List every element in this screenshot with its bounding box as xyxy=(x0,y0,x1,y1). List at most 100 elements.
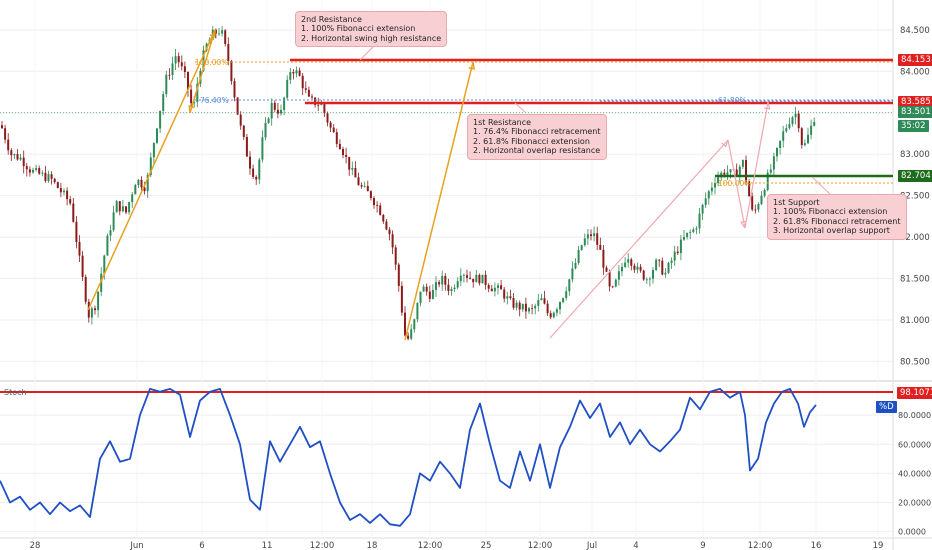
candle-body xyxy=(354,168,357,178)
candle-body xyxy=(224,30,227,44)
time-tick-label: Jul xyxy=(586,541,597,550)
time-tick-label: 4 xyxy=(633,541,638,550)
candle-body xyxy=(159,110,162,129)
candle-body xyxy=(152,142,155,158)
candle-body xyxy=(772,156,775,170)
candle-body xyxy=(146,175,149,192)
annotation-line: 2. Horizontal overlap resistance xyxy=(473,146,601,156)
candle-body xyxy=(683,236,685,240)
candle-body xyxy=(580,245,583,250)
candle-body xyxy=(342,149,344,155)
annotation-line: 3. Horizontal overlap support xyxy=(773,226,890,236)
candle-body xyxy=(605,267,608,272)
candle-body xyxy=(484,274,487,286)
pink-swing-arrow-3 xyxy=(744,101,769,229)
annotation-line: 2. 61.8% Fibonacci retracement xyxy=(773,216,901,226)
candle-body xyxy=(143,187,146,192)
price-tick-label: 81.000 xyxy=(900,316,930,326)
candle-body xyxy=(751,196,754,210)
candle-body xyxy=(524,303,527,312)
candle-body xyxy=(183,66,186,72)
candle-body xyxy=(140,179,143,188)
candle-body xyxy=(559,302,561,310)
candle-body xyxy=(345,154,348,157)
candle-body xyxy=(338,143,341,150)
candle-body xyxy=(289,71,292,80)
candle-body xyxy=(78,242,81,256)
candle-body xyxy=(314,97,317,105)
candle-body xyxy=(636,266,639,270)
candle-body xyxy=(66,190,69,200)
candle-body xyxy=(431,289,434,299)
candle-body xyxy=(7,139,10,151)
candle-body xyxy=(320,104,323,106)
price-tick-label: 82.500 xyxy=(900,192,930,202)
candle-body xyxy=(196,83,199,102)
candle-body xyxy=(270,102,273,119)
countdown-badge: 35:02 xyxy=(898,120,929,132)
candle-body xyxy=(810,125,813,135)
candle-body xyxy=(435,282,437,290)
candle-body xyxy=(503,289,506,299)
indicator-label: Stoch xyxy=(4,388,27,397)
fib-764-label: 76.40% xyxy=(200,96,229,105)
candle-body xyxy=(698,213,701,229)
candle-body xyxy=(304,88,307,90)
candle-body xyxy=(38,168,41,174)
candle-body xyxy=(763,189,766,196)
candle-body xyxy=(590,234,592,237)
time-tick-label: 12:00 xyxy=(418,541,443,550)
candle-body xyxy=(717,177,720,184)
candle-body xyxy=(168,74,171,76)
candle-body xyxy=(531,308,534,310)
candle-body xyxy=(428,291,431,299)
candle-body xyxy=(131,194,134,203)
candle-body xyxy=(475,274,478,283)
fib-swing-arrow-1 xyxy=(87,29,216,311)
candle-body xyxy=(661,260,664,275)
pink-swing-arrow-2 xyxy=(727,139,746,229)
candle-body xyxy=(549,313,552,318)
candle-body xyxy=(611,286,614,288)
candle-body xyxy=(803,143,806,146)
fib-projection-arrow xyxy=(404,61,474,341)
candle-body xyxy=(621,266,623,272)
candle-body xyxy=(416,302,419,320)
candle-body xyxy=(35,168,38,170)
annotation-line: 1. 100% Fibonacci extension xyxy=(773,207,888,217)
candle-body xyxy=(28,169,31,173)
candle-body xyxy=(521,303,524,310)
candle-body xyxy=(385,221,388,230)
pink-swing-arrow-1-head xyxy=(721,139,729,148)
candle-body xyxy=(280,109,282,114)
candle-body xyxy=(53,178,56,183)
candle-body xyxy=(118,201,121,212)
candle-body xyxy=(317,104,320,106)
candle-body xyxy=(252,168,255,177)
candle-body xyxy=(171,63,174,75)
fib-swing-arrow-2 xyxy=(189,29,216,114)
annotation-resistance-2: 2nd Resistance 1. 100% Fibonacci extensi… xyxy=(295,11,448,48)
candle-body xyxy=(586,234,589,239)
candle-body xyxy=(617,271,620,280)
candle-body xyxy=(109,230,112,236)
price-tick-label: 82.000 xyxy=(900,233,930,243)
candle-body xyxy=(413,319,416,330)
candle-body xyxy=(286,79,289,98)
candle-body xyxy=(245,136,248,157)
candle-body xyxy=(19,157,22,160)
time-tick-label: Jun xyxy=(129,541,143,550)
stoch-level-badge: 98.1071 xyxy=(897,387,932,399)
candle-body xyxy=(614,279,617,287)
candle-body xyxy=(388,229,391,235)
annotation-pointer-r1 xyxy=(514,102,526,113)
candle-body xyxy=(134,185,137,195)
candle-body xyxy=(608,271,611,287)
candle-body xyxy=(813,122,816,126)
candle-body xyxy=(642,270,645,280)
candle-body xyxy=(103,255,106,274)
candle-body xyxy=(518,302,521,310)
candle-body xyxy=(180,62,183,67)
